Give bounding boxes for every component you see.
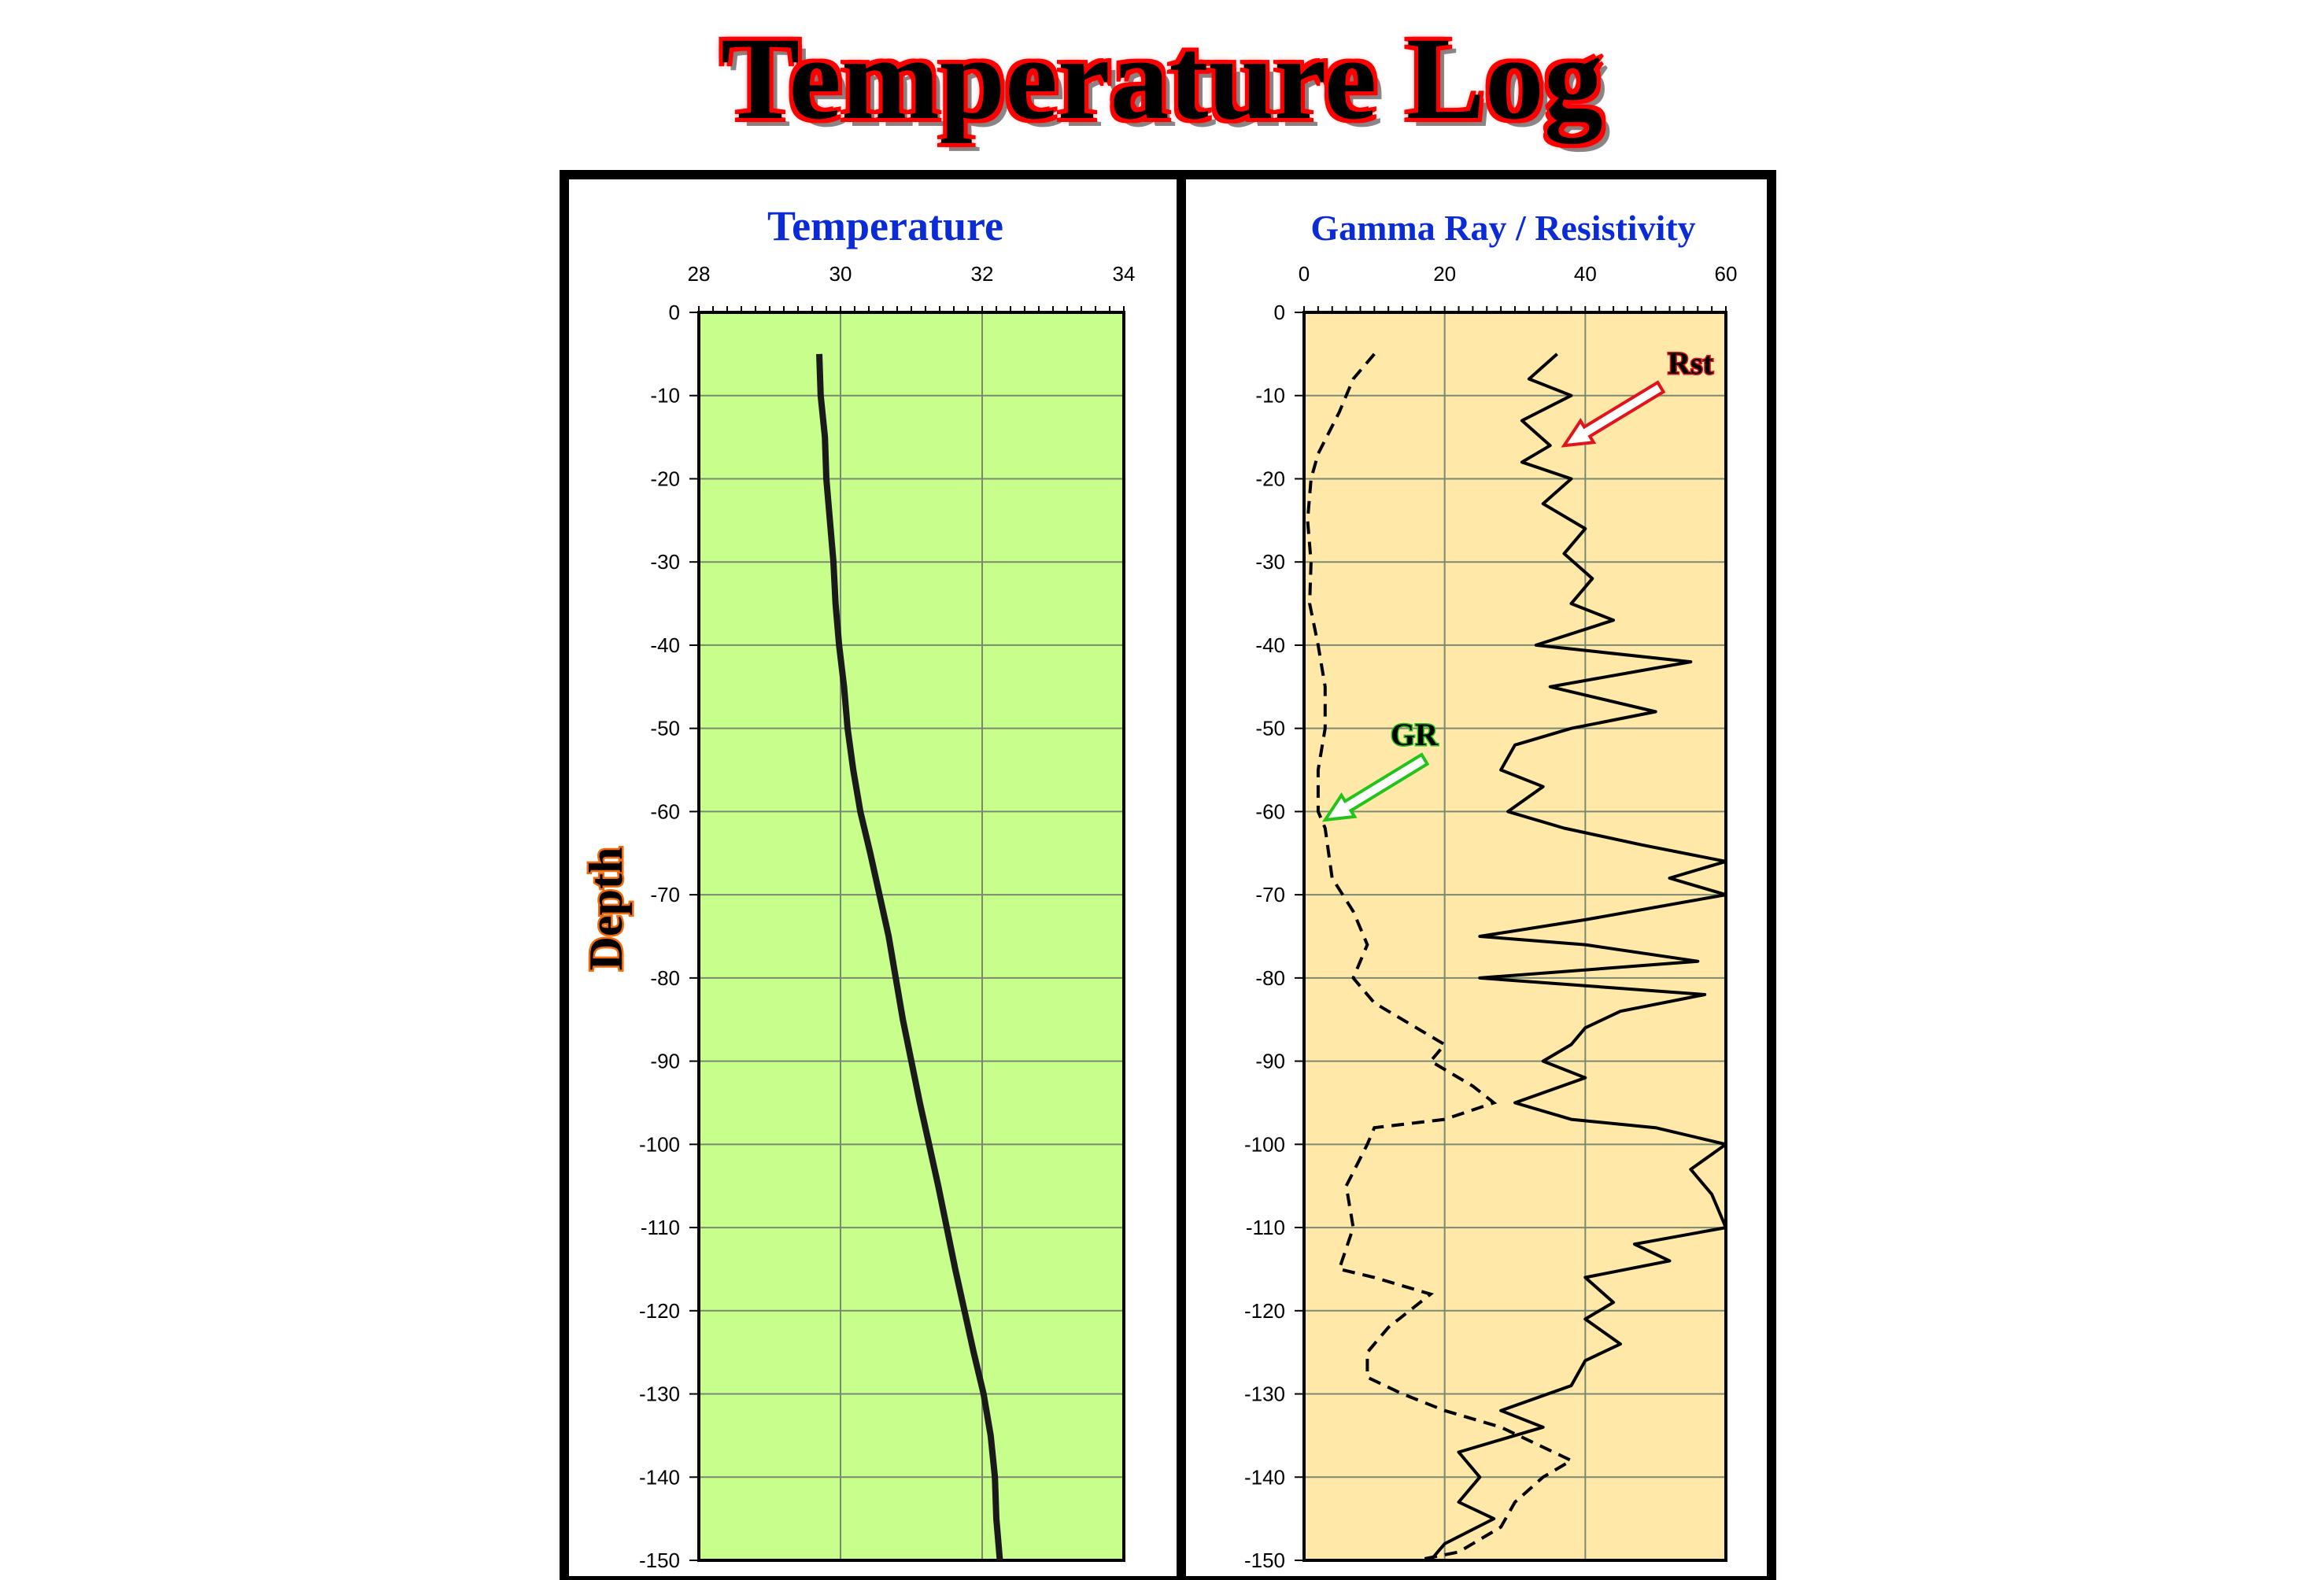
x-tick-label: 32 [971,262,994,286]
y-tick-label: -120 [1244,1299,1285,1323]
resistivity-curve [1429,353,1727,1562]
gr-annotation-label: GR [1391,717,1439,752]
x-tick-label: 34 [1113,262,1136,286]
x-tick-label: 30 [829,262,852,286]
y-tick-label: -70 [1255,883,1285,906]
y-tick-label: 0 [1274,301,1285,324]
y-tick-label: -70 [650,883,680,906]
temperature-x-tick-labels: 28 30 32 34 [688,262,1136,286]
x-tick-label: 20 [1433,262,1456,286]
y-tick-label: -110 [1246,1216,1285,1239]
y-tick-label: -90 [650,1050,680,1073]
y-tick-label: -60 [650,799,680,823]
gamma-resistivity-x-tick-labels: 0 20 40 60 [1299,262,1738,286]
x-tick-label: 60 [1715,262,1738,286]
temperature-track-title: Temperature [767,202,1003,249]
y-tick-label: -20 [650,467,680,490]
y-tick-label: -50 [650,717,680,740]
y-tick-label: -130 [1244,1382,1285,1406]
gamma-resistivity-track-title: Gamma Ray / Resistivity [1310,208,1695,248]
y-tick-label: -150 [639,1549,680,1572]
x-tick-label: 28 [688,262,711,286]
gamma-resistivity-track-border [1302,311,1727,1562]
y-tick-label: -40 [1255,633,1285,657]
y-tick-label: -150 [1244,1549,1285,1572]
y-tick-label: -40 [650,633,680,657]
y-tick-label: -130 [639,1382,680,1406]
y-tick-label: -90 [1255,1050,1285,1073]
y-tick-label: -80 [1255,966,1285,990]
y-tick-label: 0 [669,301,680,324]
y-tick-label: -120 [639,1299,680,1323]
temperature-y-tick-labels: 0 -10 -20 -30 -40 -50 -60 -70 -80 -90 -100 -110 -120… [639,301,680,1572]
y-tick-label: -20 [1255,467,1285,490]
figure-frame [560,170,1776,1580]
y-tick-label: -60 [1255,799,1285,823]
y-tick-label: -110 [641,1216,680,1239]
y-tick-label: -10 [650,384,680,408]
temperature-track-background [699,312,1124,1560]
temperature-track-border [697,311,1125,1562]
rst-annotation-arrow [1561,380,1666,448]
y-tick-label: -100 [1244,1132,1285,1156]
gamma-resistivity-y-tick-labels: 0 -10 -20 -30 -40 -50 -60 -70 -80 -90 -100 -110 -120… [1244,301,1285,1572]
y-tick-label: -30 [650,550,680,574]
y-tick-label: -140 [1244,1465,1285,1489]
x-tick-label: 40 [1574,262,1597,286]
y-tick-label: -80 [650,966,680,990]
gamma-resistivity-track-background [1304,312,1726,1560]
y-tick-label: -50 [1255,717,1285,740]
y-tick-label: -30 [1255,550,1285,574]
y-tick-label: -100 [639,1132,680,1156]
x-tick-label: 0 [1299,262,1310,286]
gr-annotation-arrow [1321,752,1430,822]
temperature-curve [816,353,1003,1561]
page-title: Temperature Log [721,13,1603,144]
y-tick-label: -140 [639,1465,680,1489]
depth-axis-label: Depth [580,847,632,971]
y-tick-label: -10 [1255,384,1285,408]
rst-annotation-label: Rst [1668,345,1713,381]
gamma-ray-curve [1306,353,1575,1562]
